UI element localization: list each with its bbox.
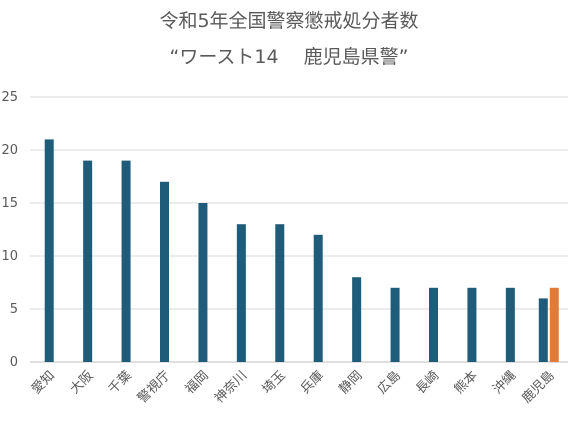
bar (505, 287, 515, 362)
bar (236, 224, 246, 362)
bar (538, 298, 548, 362)
x-tick-label: 神奈川 (212, 368, 250, 406)
x-tick-label: 警視庁 (134, 368, 173, 407)
x-tick-label: 静岡 (336, 368, 365, 397)
x-tick-label: 福岡 (183, 368, 212, 397)
chart-subtitle: “ワースト14 鹿児島県警” (169, 46, 409, 68)
x-tick-label: 沖縄 (490, 368, 519, 397)
x-tick-label: 熊本 (451, 368, 481, 398)
x-tick-label: 長崎 (413, 368, 442, 397)
bar (160, 181, 169, 362)
bar (275, 224, 285, 362)
y-tick-label: 5 (10, 302, 18, 317)
x-tick-label: 兵庫 (298, 368, 327, 397)
y-tick-label: 20 (1, 143, 18, 158)
bar (390, 287, 400, 362)
y-tick-label: 15 (1, 196, 18, 211)
y-tick-label: 0 (10, 355, 18, 370)
bar (198, 203, 208, 362)
x-tick-label: 千葉 (106, 368, 135, 397)
bar (429, 287, 438, 362)
x-tick-label: 愛知 (28, 368, 58, 398)
y-tick-label: 25 (1, 90, 18, 105)
y-tick-label: 10 (1, 249, 18, 264)
bar (83, 160, 93, 362)
x-tick-label: 鹿児島 (519, 368, 558, 407)
x-tick-label: 埼玉 (260, 368, 289, 397)
bar (121, 160, 131, 362)
x-tick-label: 大阪 (67, 368, 96, 397)
chart-title: 令和5年全国警察懲戒処分者数 (159, 10, 419, 32)
bar (352, 277, 362, 362)
bar (44, 139, 54, 362)
x-tick-label: 広島 (375, 368, 404, 397)
bar (549, 287, 559, 362)
bar (467, 287, 477, 362)
bar (313, 234, 323, 362)
